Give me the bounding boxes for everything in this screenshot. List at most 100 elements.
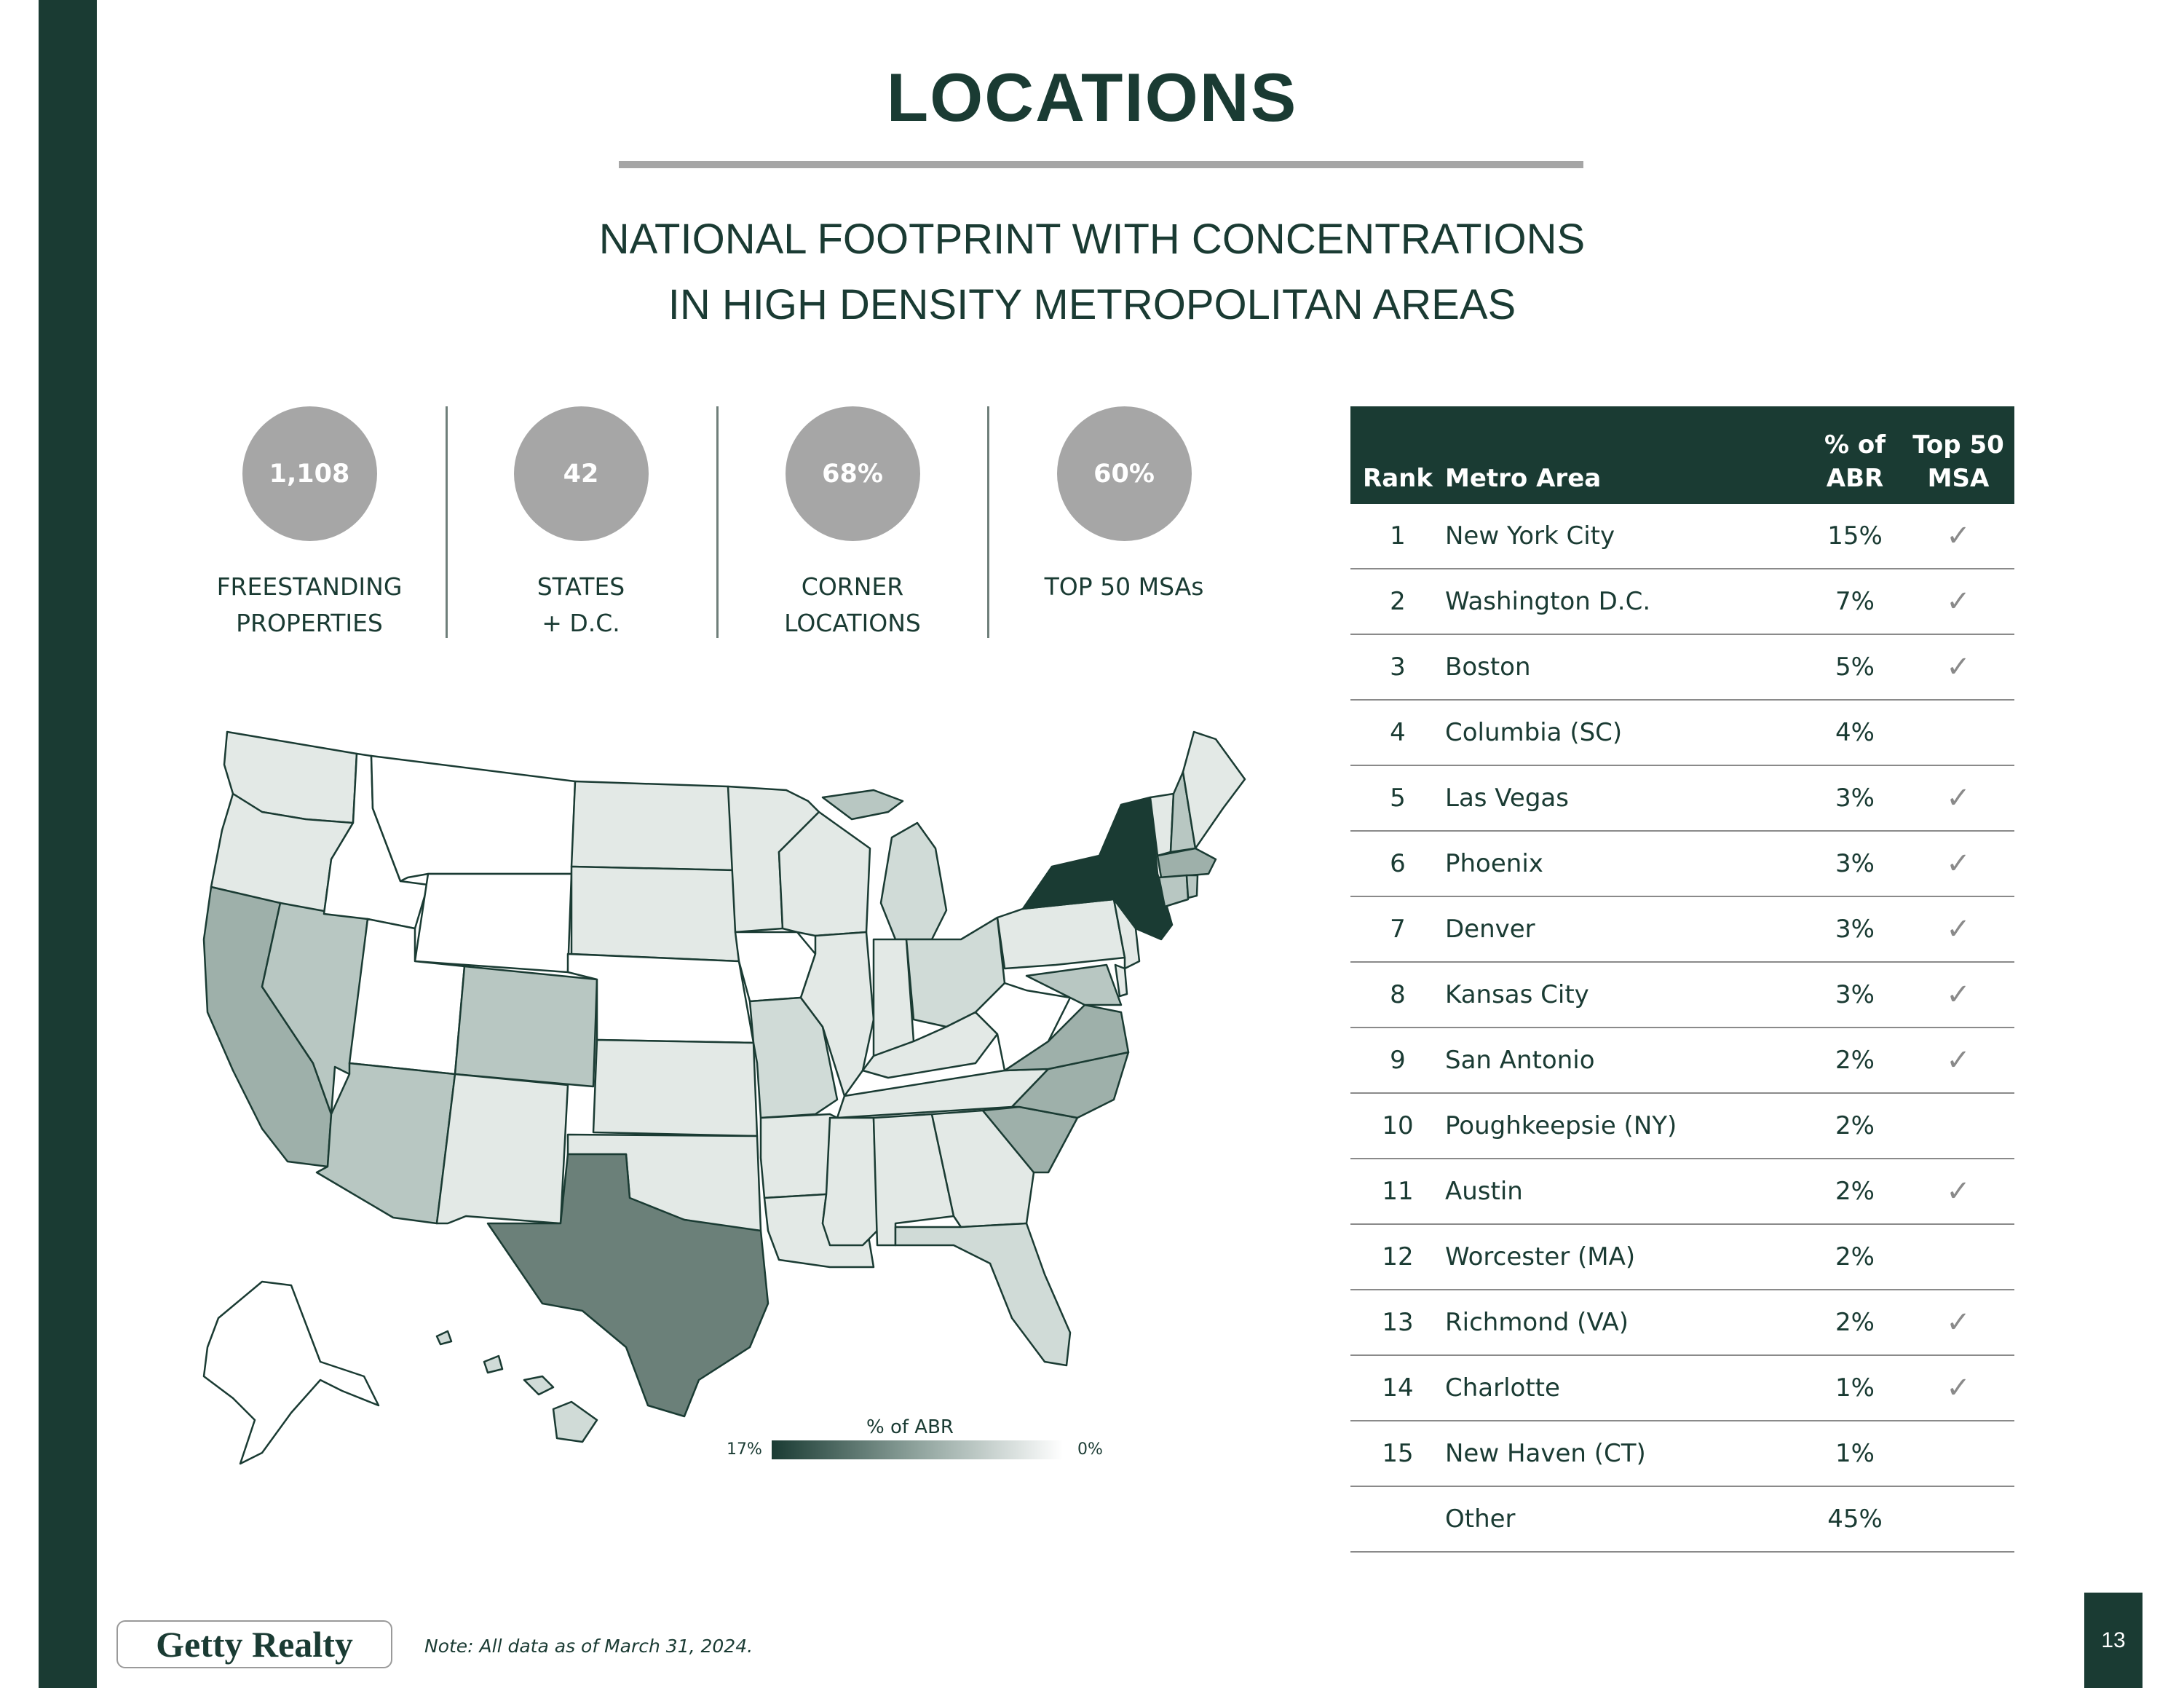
top-50-msa-check-icon: ✓ xyxy=(1902,962,2014,1028)
header-rank: Rank xyxy=(1350,406,1445,504)
stat-top-50-msas: 60% TOP 50 MSAs xyxy=(1004,406,1244,605)
title-divider xyxy=(619,161,1583,168)
top-50-msa-check-icon: ✓ xyxy=(1902,1028,2014,1094)
pct-abr-cell: 2% xyxy=(1808,1028,1902,1094)
stat-label-line-2: LOCATIONS xyxy=(784,609,921,637)
pct-abr-cell: 2% xyxy=(1808,1290,1902,1356)
stat-freestanding-properties: 1,108 FREESTANDING PROPERTIES xyxy=(189,406,430,642)
table-row: 3 Boston 5% ✓ xyxy=(1350,634,2014,701)
metro-area-cell: Other xyxy=(1445,1486,1808,1553)
state-maine xyxy=(1182,730,1246,850)
table-row: 15 New Haven (CT) 1% xyxy=(1350,1421,2014,1487)
stat-value-circle: 60% xyxy=(1056,406,1192,541)
top-50-msa-check-icon xyxy=(1902,700,2014,766)
header-metro-area: Metro Area xyxy=(1445,406,1808,504)
metro-area-cell: Poughkeepsie (NY) xyxy=(1445,1093,1808,1159)
header-pct-abr: % of ABR xyxy=(1808,406,1902,504)
rank-cell: 15 xyxy=(1350,1421,1445,1487)
pct-abr-cell: 5% xyxy=(1808,634,1902,701)
stat-label-line-1: FREESTANDING xyxy=(216,572,403,601)
header-top-50-msa: Top 50 MSA xyxy=(1902,406,2014,504)
pct-abr-cell: 3% xyxy=(1808,831,1902,897)
state-montana xyxy=(370,754,577,883)
top-50-msa-check-icon: ✓ xyxy=(1902,896,2014,963)
stat-label: STATES + D.C. xyxy=(461,569,701,642)
rank-cell: 3 xyxy=(1350,634,1445,701)
top-50-msa-check-icon: ✓ xyxy=(1902,634,2014,701)
pct-abr-cell: 2% xyxy=(1808,1093,1902,1159)
rank-cell: 9 xyxy=(1350,1028,1445,1094)
metro-area-cell: Austin xyxy=(1445,1159,1808,1225)
us-states-map xyxy=(202,730,1246,1465)
top-50-msa-check-icon: ✓ xyxy=(1902,1355,2014,1421)
metro-area-cell: San Antonio xyxy=(1445,1028,1808,1094)
table-row: 1 New York City 15% ✓ xyxy=(1350,504,2014,569)
top-50-msa-check-icon xyxy=(1902,1486,2014,1553)
metro-area-cell: Worcester (MA) xyxy=(1445,1224,1808,1290)
metro-area-cell: Washington D.C. xyxy=(1445,569,1808,635)
legend-title: % of ABR xyxy=(866,1416,954,1438)
pct-abr-cell: 2% xyxy=(1808,1159,1902,1225)
rank-cell: 12 xyxy=(1350,1224,1445,1290)
pct-abr-cell: 1% xyxy=(1808,1421,1902,1487)
stat-value-circle: 1,108 xyxy=(242,406,377,541)
metro-area-cell: Las Vegas xyxy=(1445,765,1808,832)
state-hawaii-maui xyxy=(523,1375,555,1396)
stat-label-line-1: TOP 50 MSAs xyxy=(1044,572,1204,601)
pct-abr-cell: 3% xyxy=(1808,962,1902,1028)
stat-value-circle: 68% xyxy=(785,406,920,541)
metro-area-cell: Denver xyxy=(1445,896,1808,963)
state-hawaii-big xyxy=(552,1400,598,1443)
stat-states: 42 STATES + D.C. xyxy=(461,406,701,642)
subtitle-line-1: NATIONAL FOOTPRINT WITH CONCENTRATIONS xyxy=(598,216,1586,263)
top-50-msa-check-icon: ✓ xyxy=(1902,831,2014,897)
metro-area-cell: Charlotte xyxy=(1445,1355,1808,1421)
top-50-msa-check-icon: ✓ xyxy=(1902,569,2014,635)
top-50-msa-check-icon xyxy=(1902,1224,2014,1290)
top-50-msa-check-icon xyxy=(1902,1421,2014,1487)
left-accent-bar xyxy=(39,0,97,1688)
state-rhode-island xyxy=(1185,874,1199,899)
state-connecticut xyxy=(1158,874,1190,908)
state-north-dakota xyxy=(570,780,737,872)
table-header-row: Rank Metro Area % of ABR Top 50 MSA xyxy=(1350,406,2014,504)
page-subtitle: NATIONAL FOOTPRINT WITH CONCENTRATIONS I… xyxy=(0,207,2184,338)
table-row: 5 Las Vegas 3% ✓ xyxy=(1350,765,2014,832)
top-50-msa-check-icon: ✓ xyxy=(1902,504,2014,569)
rank-cell xyxy=(1350,1486,1445,1553)
stat-label-line-2: + D.C. xyxy=(542,609,620,637)
header-top-line-1: Top 50 xyxy=(1912,430,2004,460)
metro-area-cell: New York City xyxy=(1445,504,1808,569)
metro-area-cell: Columbia (SC) xyxy=(1445,700,1808,766)
rank-cell: 6 xyxy=(1350,831,1445,897)
stat-label: TOP 50 MSAs xyxy=(1004,569,1244,605)
stat-label: CORNER LOCATIONS xyxy=(732,569,973,642)
rank-cell: 14 xyxy=(1350,1355,1445,1421)
state-new-mexico xyxy=(435,1073,569,1225)
table-row: 9 San Antonio 2% ✓ xyxy=(1350,1028,2014,1094)
getty-realty-logo: Getty Realty xyxy=(116,1620,392,1668)
state-wyoming xyxy=(414,872,573,974)
state-mississippi xyxy=(821,1116,879,1247)
metro-area-cell: Boston xyxy=(1445,634,1808,701)
state-kansas xyxy=(592,1038,759,1137)
pct-abr-cell: 7% xyxy=(1808,569,1902,635)
top-50-msa-check-icon: ✓ xyxy=(1902,1159,2014,1225)
stat-divider xyxy=(987,406,989,638)
table-row: 7 Denver 3% ✓ xyxy=(1350,896,2014,963)
legend-max-label: 0% xyxy=(1077,1440,1103,1459)
stat-label-line-1: STATES xyxy=(537,572,625,601)
table-body: 1 New York City 15% ✓ 2 Washington D.C. 7% ✓ 3 Bo… xyxy=(1350,504,2014,1553)
rank-cell: 11 xyxy=(1350,1159,1445,1225)
stat-label: FREESTANDING PROPERTIES xyxy=(189,569,430,642)
state-texas xyxy=(486,1153,769,1418)
header-top-line-2: MSA xyxy=(1927,464,1990,493)
header-pct-line-2: ABR xyxy=(1826,464,1884,493)
metro-area-cell: Phoenix xyxy=(1445,831,1808,897)
rank-cell: 7 xyxy=(1350,896,1445,963)
table-row: 14 Charlotte 1% ✓ xyxy=(1350,1355,2014,1421)
subtitle-line-2: IN HIGH DENSITY METROPOLITAN AREAS xyxy=(668,281,1516,328)
pct-abr-cell: 4% xyxy=(1808,700,1902,766)
pct-abr-cell: 2% xyxy=(1808,1224,1902,1290)
rank-cell: 13 xyxy=(1350,1290,1445,1356)
